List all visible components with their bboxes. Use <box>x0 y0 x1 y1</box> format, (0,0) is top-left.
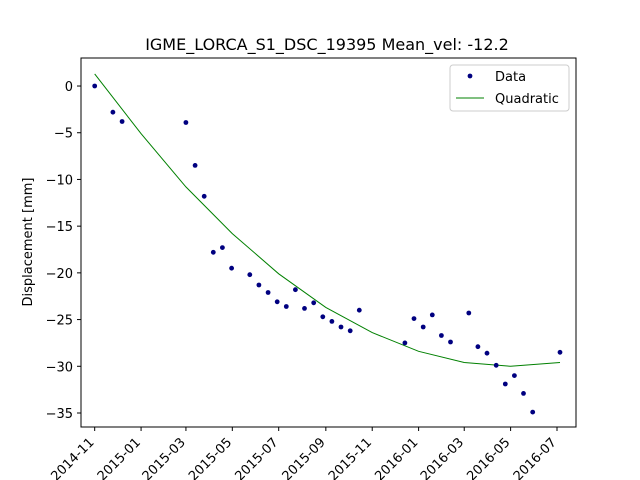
data-point <box>420 324 426 330</box>
data-point <box>411 316 417 321</box>
data-point <box>402 340 408 346</box>
y-tick-label: −20 <box>46 267 73 282</box>
data-point <box>256 282 262 288</box>
data-point <box>265 290 271 295</box>
data-point <box>274 299 280 305</box>
plot-frame <box>80 57 577 428</box>
data-point <box>320 314 326 320</box>
y-tick-label: −35 <box>46 407 73 422</box>
data-point <box>512 373 517 378</box>
data-point <box>448 339 453 345</box>
legend: Data Quadratic <box>449 64 570 112</box>
data-point <box>192 163 198 168</box>
legend-box <box>449 64 570 112</box>
data-point <box>283 304 289 309</box>
y-axis-label: Displacement [mm] <box>21 178 36 307</box>
data-point <box>329 319 335 324</box>
plot-area <box>92 73 563 415</box>
y-tick-label: −15 <box>46 220 73 235</box>
data-point <box>439 333 444 338</box>
data-point <box>92 83 98 89</box>
data-point <box>293 287 298 293</box>
data-point <box>429 312 435 318</box>
data-point <box>521 391 526 396</box>
data-point <box>493 362 499 368</box>
data-point <box>119 119 125 124</box>
quadratic-fit-line <box>94 73 561 367</box>
data-point <box>229 265 235 271</box>
legend-data-label: Data <box>495 70 526 85</box>
y-tick-label: −30 <box>46 360 73 375</box>
data-point <box>475 344 481 350</box>
data-point <box>338 324 344 330</box>
y-tick-label: −5 <box>54 127 73 142</box>
y-tick-label: 0 <box>65 80 73 95</box>
data-point <box>220 245 225 251</box>
chart-title: IGME_LORCA_S1_DSC_19395 Mean_vel: -12.2 <box>145 35 509 55</box>
data-point <box>466 310 472 316</box>
data-point <box>356 307 362 313</box>
data-point <box>484 350 490 356</box>
data-point <box>302 306 307 311</box>
data-point <box>247 272 253 278</box>
data-point <box>530 409 536 415</box>
data-point <box>502 381 508 387</box>
data-point <box>183 120 189 125</box>
data-point <box>311 300 317 306</box>
data-point <box>347 328 353 334</box>
data-point <box>210 249 216 255</box>
data-point <box>110 109 116 115</box>
legend-data-marker <box>467 73 473 79</box>
data-point <box>557 349 563 355</box>
data-point <box>201 193 207 199</box>
legend-quadratic-label: Quadratic <box>495 92 559 107</box>
y-tick-label: −25 <box>46 314 73 329</box>
y-tick-label: −10 <box>46 173 73 188</box>
